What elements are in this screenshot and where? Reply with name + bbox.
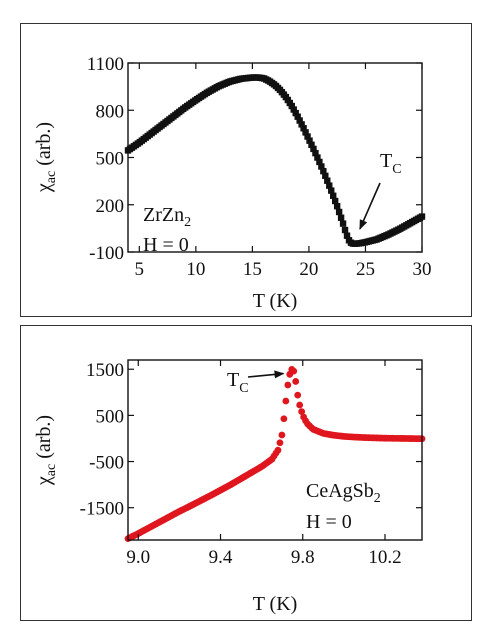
data-point xyxy=(339,220,347,227)
data-point xyxy=(324,177,331,184)
data-point xyxy=(296,117,303,124)
x-tick-label: 30 xyxy=(413,259,432,280)
y-tick-label: 1100 xyxy=(87,54,124,75)
zrzn2-ticks: 5 10 15 20 25 30 -100 200 500 800 1100 xyxy=(87,54,432,280)
data-point xyxy=(314,154,321,161)
data-point xyxy=(298,408,306,416)
data-point xyxy=(316,158,323,166)
chart-zrzn2: 5 10 15 20 25 30 -100 200 500 800 1100 T (K) χac (… xyxy=(33,54,432,312)
data-point xyxy=(290,367,298,375)
data-point xyxy=(310,145,317,153)
data-point xyxy=(330,192,337,199)
data-point xyxy=(331,197,339,205)
x-tick-label: 20 xyxy=(299,259,318,280)
zrzn2-tc-label: TC xyxy=(380,150,402,177)
data-point xyxy=(292,109,299,117)
data-point xyxy=(341,226,349,234)
x-tick-label: 15 xyxy=(243,259,262,280)
y-tick-label: -500 xyxy=(89,453,124,474)
ceagsb2-x-axis-label: T (K) xyxy=(253,593,298,615)
y-tick-label: 500 xyxy=(96,406,125,427)
zrzn2-field-label: H = 0 xyxy=(143,234,189,256)
data-point xyxy=(296,401,304,409)
zrzn2-sample-label: ZrZn2 xyxy=(143,204,191,230)
x-tick-label: 9.8 xyxy=(291,547,315,568)
data-point xyxy=(278,431,286,439)
ceagsb2-data-series xyxy=(124,366,426,543)
data-point xyxy=(322,172,329,180)
zrzn2-y-label-chi: χ xyxy=(33,183,55,193)
ceagsb2-y-label-chi: χ xyxy=(33,476,55,486)
data-point xyxy=(328,187,335,194)
zrzn2-y-label-rest: (arb.) xyxy=(33,122,55,171)
ceagsb2-tc-label: TC xyxy=(227,369,249,396)
data-point xyxy=(304,133,311,140)
ceagsb2-tc-arrow xyxy=(247,370,285,379)
data-point xyxy=(308,141,315,148)
data-point xyxy=(284,381,292,389)
data-point xyxy=(276,439,284,447)
x-tick-label: 9.0 xyxy=(126,547,150,568)
data-point xyxy=(288,102,295,110)
x-tick-label: 25 xyxy=(356,259,375,280)
ceagsb2-y-label-rest: (arb.) xyxy=(33,415,55,464)
zrzn2-y-label-sub: ac xyxy=(44,171,59,183)
zrzn2-y-axis-label: χac (arb.) xyxy=(33,122,59,193)
y-tick-label: 200 xyxy=(96,196,125,217)
data-point xyxy=(312,149,319,157)
data-point xyxy=(302,129,309,136)
ceagsb2-plot-area xyxy=(127,359,423,541)
data-point xyxy=(337,214,345,221)
y-tick-label: 800 xyxy=(96,101,125,122)
x-tick-label: 9.4 xyxy=(209,547,233,568)
x-tick-label: 5 xyxy=(135,259,145,280)
data-point xyxy=(294,113,301,120)
top-chart-frame xyxy=(20,23,472,317)
data-point xyxy=(280,415,288,423)
data-point xyxy=(343,232,351,239)
zrzn2-data-series xyxy=(124,74,426,247)
data-point xyxy=(292,378,300,385)
data-point xyxy=(298,121,305,128)
y-tick-label: 1500 xyxy=(86,360,124,381)
y-tick-label: -1500 xyxy=(80,499,124,520)
data-point xyxy=(282,397,290,405)
y-tick-label: 500 xyxy=(96,149,125,170)
data-point xyxy=(290,106,297,113)
zrzn2-x-axis-label: T (K) xyxy=(253,290,298,312)
ceagsb2-sample-label: CeAgSb2 xyxy=(306,480,381,506)
data-point xyxy=(326,182,333,189)
ceagsb2-ticks: 9.0 9.4 9.8 10.2 -1500 -500 500 1500 xyxy=(80,360,422,568)
ceagsb2-y-label-sub: ac xyxy=(44,464,59,476)
y-tick-label: -100 xyxy=(89,243,124,264)
chart-ceagsb2: 9.0 9.4 9.8 10.2 -1500 -500 500 1500 T (K) χac … xyxy=(33,359,426,615)
data-point xyxy=(300,125,307,132)
zrzn2-tc-arrow xyxy=(359,182,381,230)
data-point xyxy=(318,163,325,170)
ceagsb2-y-axis-label: χac (arb.) xyxy=(33,415,59,486)
x-tick-label: 10 xyxy=(186,259,205,280)
data-point xyxy=(335,208,343,216)
x-tick-label: 10.2 xyxy=(368,547,401,568)
data-point xyxy=(274,446,282,454)
data-point xyxy=(294,391,302,399)
data-point xyxy=(333,203,341,210)
data-point xyxy=(306,137,313,144)
ceagsb2-field-label: H = 0 xyxy=(306,511,352,533)
data-point xyxy=(320,167,327,175)
